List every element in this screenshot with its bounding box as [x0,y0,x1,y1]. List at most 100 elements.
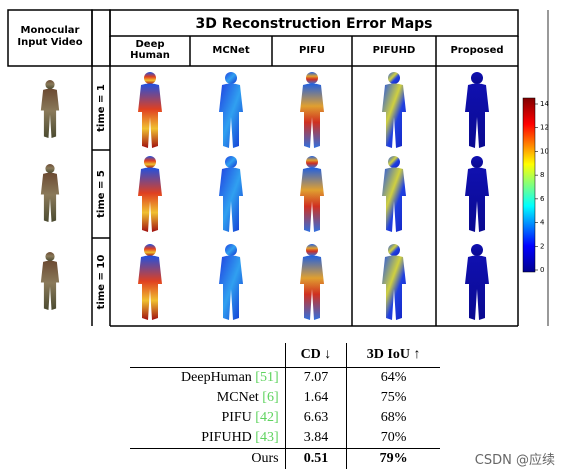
torso [465,83,489,148]
colorbar-tick-label: 8 [540,171,544,179]
row-label: time = 5 [96,170,107,218]
input-frame [40,164,60,222]
head [471,72,483,84]
input-frame [40,80,60,138]
colorbar [522,97,536,273]
error-map [300,156,324,232]
torso [300,167,324,232]
head [144,156,156,168]
method-name: Ours [251,451,279,466]
torso [219,255,243,320]
iou-cell: 75% [380,390,407,405]
torso [219,83,243,148]
cd-cell: 1.64 [285,388,348,408]
method-cell: MCNet [6] [130,388,286,408]
row-label: time = 10 [96,255,107,310]
table-row: PIFUHD [43] 3.84 70% [130,428,440,449]
iou-cell: 68% [380,410,407,425]
colorbar-tick-label: 4 [540,219,545,227]
head [388,156,400,168]
error-map [465,156,489,232]
method-cell: DeepHuman [51] [130,367,286,388]
head [388,72,400,84]
method-header: PIFU [299,45,325,56]
citation: [43] [255,430,279,445]
error-map [219,72,243,148]
method-header: Deep Human [130,39,170,61]
iou-cell: 70% [380,430,407,445]
frame [7,9,549,327]
method-name: PIFU [221,410,252,425]
torso [219,167,243,232]
torso [138,83,162,148]
head [225,244,237,256]
colorbar-tick-label: 6 [540,195,545,203]
head [144,244,156,256]
error-map [382,72,406,148]
figure: 3D Reconstruction Error Maps Monocular In… [7,9,549,327]
citation: [42] [255,410,279,425]
method-header: Proposed [450,45,503,56]
torso [382,83,406,148]
error-map [219,156,243,232]
torso [138,167,162,232]
watermark: CSDN @应续 [474,453,555,468]
torso [300,83,324,148]
method-cell: PIFUHD [43] [130,428,286,449]
colorbar-tick-label: 10 [540,147,549,155]
figure-title: 3D Reconstruction Error Maps [195,16,432,32]
head [306,156,318,168]
error-map [219,244,243,320]
col-header: 3D IoU ↑ [346,343,440,368]
head [225,156,237,168]
colorbar-tick-label: 14 [540,100,549,108]
row-label: time = 1 [96,84,107,132]
input-frame [40,252,60,310]
error-map [465,244,489,320]
head [45,252,55,262]
iou-cell: 64% [380,370,407,385]
error-map [300,244,324,320]
torso [40,260,60,310]
cd-cell: 0.51 [285,448,348,469]
cd-cell: 7.07 [285,367,348,388]
head [471,156,483,168]
torso [382,167,406,232]
method-name: PIFUHD [201,430,252,445]
method-cell: PIFU [42] [130,408,286,428]
citation: [6] [262,390,279,405]
head [306,72,318,84]
torso [465,167,489,232]
colorbar-tick-label: 12 [540,124,549,132]
head [388,244,400,256]
method-name: DeepHuman [181,370,252,385]
colorbar-tick-label: 0 [540,266,544,274]
torso [40,172,60,222]
torso [40,88,60,138]
method-header: MCNet [212,45,249,56]
error-map [300,72,324,148]
table-row: PIFU [42] 6.63 68% [130,408,440,428]
col-header: CD ↓ [285,343,348,368]
colorbar-tick-label: 2 [540,242,544,250]
head [306,244,318,256]
head [45,80,55,90]
table-row: DeepHuman [51] 7.07 64% [130,367,440,388]
head [45,164,55,174]
error-map [138,72,162,148]
corner [130,343,286,368]
results-table: CD ↓ 3D IoU ↑ DeepHuman [51] 7.07 64% MCNet… [130,343,440,469]
citation: [51] [255,370,279,385]
method-name: MCNet [216,390,259,405]
method-header: PIFUHD [373,45,416,56]
error-map [382,244,406,320]
table-row: MCNet [6] 1.64 75% [130,388,440,408]
method-cell: Ours [130,448,286,469]
torso [138,255,162,320]
head [144,72,156,84]
error-map [382,156,406,232]
input-label: Monocular Input Video [17,25,82,48]
head [471,244,483,256]
header-row: CD ↓ 3D IoU ↑ [130,343,440,368]
